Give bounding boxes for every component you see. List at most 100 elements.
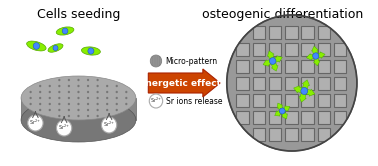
FancyBboxPatch shape — [253, 128, 265, 141]
Polygon shape — [21, 98, 136, 120]
Circle shape — [152, 65, 153, 66]
Circle shape — [68, 103, 70, 105]
Circle shape — [125, 91, 127, 93]
Circle shape — [159, 58, 160, 59]
Circle shape — [62, 28, 68, 34]
Circle shape — [39, 103, 41, 105]
FancyBboxPatch shape — [253, 43, 265, 56]
FancyArrowPatch shape — [267, 51, 274, 59]
Circle shape — [87, 97, 89, 99]
FancyArrowPatch shape — [299, 93, 306, 102]
Circle shape — [159, 63, 160, 64]
FancyArrowPatch shape — [307, 54, 313, 60]
FancyBboxPatch shape — [253, 77, 265, 90]
Circle shape — [68, 79, 70, 81]
Circle shape — [77, 97, 80, 99]
Circle shape — [49, 85, 51, 87]
Circle shape — [270, 58, 276, 64]
Circle shape — [153, 65, 155, 66]
FancyArrowPatch shape — [277, 103, 283, 110]
FancyArrowPatch shape — [318, 52, 325, 58]
Circle shape — [49, 109, 51, 111]
Circle shape — [39, 85, 41, 87]
Text: Synergetic effects: Synergetic effects — [133, 79, 226, 87]
Circle shape — [87, 103, 89, 105]
Circle shape — [39, 91, 41, 93]
Circle shape — [58, 97, 60, 99]
Circle shape — [96, 115, 99, 117]
Circle shape — [227, 15, 357, 151]
FancyBboxPatch shape — [253, 60, 265, 73]
FancyBboxPatch shape — [236, 43, 249, 56]
FancyArrowPatch shape — [275, 111, 281, 116]
Circle shape — [56, 120, 72, 136]
Circle shape — [279, 108, 285, 114]
Circle shape — [116, 103, 118, 105]
Circle shape — [153, 63, 155, 64]
FancyBboxPatch shape — [301, 111, 314, 124]
Circle shape — [29, 97, 32, 99]
Text: Sr$^{2+}$: Sr$^{2+}$ — [103, 119, 115, 129]
FancyBboxPatch shape — [269, 43, 281, 56]
Circle shape — [125, 97, 127, 99]
Circle shape — [106, 97, 108, 99]
Circle shape — [33, 43, 40, 49]
FancyBboxPatch shape — [301, 128, 314, 141]
Circle shape — [152, 56, 153, 57]
Circle shape — [39, 97, 41, 99]
Circle shape — [152, 63, 153, 64]
Circle shape — [68, 115, 70, 117]
FancyBboxPatch shape — [236, 77, 249, 90]
FancyBboxPatch shape — [269, 77, 281, 90]
Ellipse shape — [21, 98, 136, 142]
Circle shape — [53, 45, 58, 51]
FancyBboxPatch shape — [253, 94, 265, 107]
Ellipse shape — [21, 76, 136, 120]
FancyBboxPatch shape — [285, 60, 297, 73]
Ellipse shape — [48, 44, 63, 52]
FancyBboxPatch shape — [318, 128, 330, 141]
Circle shape — [77, 109, 80, 111]
Circle shape — [39, 109, 41, 111]
FancyBboxPatch shape — [285, 43, 297, 56]
Circle shape — [157, 65, 158, 66]
FancyBboxPatch shape — [269, 94, 281, 107]
Circle shape — [150, 55, 162, 67]
Circle shape — [313, 53, 319, 59]
FancyBboxPatch shape — [318, 26, 330, 39]
Circle shape — [58, 91, 60, 93]
Circle shape — [106, 103, 108, 105]
FancyBboxPatch shape — [269, 26, 281, 39]
Circle shape — [155, 56, 156, 57]
Ellipse shape — [56, 27, 74, 35]
Circle shape — [58, 85, 60, 87]
Circle shape — [157, 63, 158, 64]
Text: Cells seeding: Cells seeding — [37, 8, 120, 21]
Circle shape — [77, 91, 80, 93]
Circle shape — [149, 94, 163, 108]
Circle shape — [68, 109, 70, 111]
FancyBboxPatch shape — [285, 77, 297, 90]
Circle shape — [68, 97, 70, 99]
FancyBboxPatch shape — [301, 94, 314, 107]
Circle shape — [116, 109, 118, 111]
Text: osteogenic differentiation: osteogenic differentiation — [201, 8, 363, 21]
FancyBboxPatch shape — [301, 60, 314, 73]
Circle shape — [106, 109, 108, 111]
FancyBboxPatch shape — [269, 128, 281, 141]
Circle shape — [155, 60, 156, 61]
Circle shape — [157, 60, 158, 61]
FancyArrow shape — [148, 69, 220, 97]
Circle shape — [96, 109, 99, 111]
FancyBboxPatch shape — [318, 43, 330, 56]
FancyBboxPatch shape — [285, 26, 297, 39]
FancyBboxPatch shape — [269, 60, 281, 73]
Circle shape — [106, 85, 108, 87]
FancyArrowPatch shape — [302, 80, 310, 89]
FancyArrowPatch shape — [271, 63, 278, 71]
FancyArrowPatch shape — [306, 89, 315, 96]
Circle shape — [116, 97, 118, 99]
FancyBboxPatch shape — [253, 111, 265, 124]
FancyBboxPatch shape — [318, 94, 330, 107]
FancyArrowPatch shape — [313, 58, 320, 66]
